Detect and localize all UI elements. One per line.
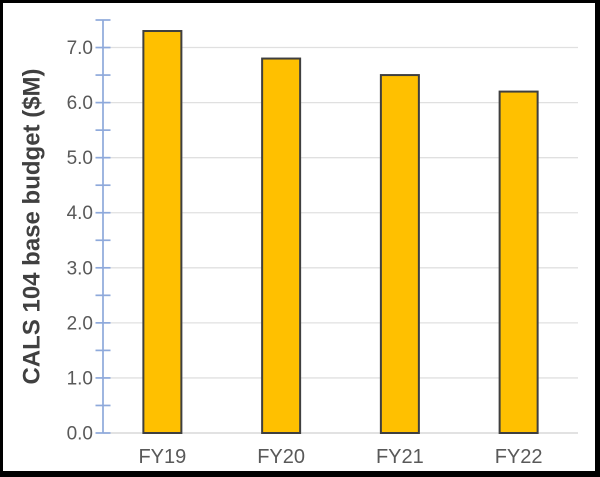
y-tick-label: 6.0 [67, 93, 93, 114]
y-tick-label: 4.0 [67, 203, 93, 224]
x-tick-label: FY20 [257, 446, 305, 468]
y-tick-label: 0.0 [67, 424, 93, 445]
y-tick-label: 1.0 [67, 368, 93, 389]
x-tick-label: FY19 [138, 446, 186, 468]
y-tick-label: 5.0 [67, 148, 93, 169]
bar-fy22 [498, 90, 539, 434]
y-tick-label: 2.0 [67, 313, 93, 334]
y-tick-label: 3.0 [67, 258, 93, 279]
x-tick-label: FY22 [495, 446, 543, 468]
y-axis-title: CALS 104 base budget ($M) [18, 68, 45, 384]
plot-area: 0.0 1.0 2.0 3.0 4.0 5.0 6.0 7.0 FY19 FY20 FY21 FY22… [18, 19, 578, 468]
bar-fy21 [379, 74, 420, 434]
bar-fy19 [142, 30, 183, 434]
x-tick-label: FY21 [376, 446, 424, 468]
bar-fy20 [261, 57, 302, 435]
y-tick-label: 7.0 [67, 38, 93, 59]
